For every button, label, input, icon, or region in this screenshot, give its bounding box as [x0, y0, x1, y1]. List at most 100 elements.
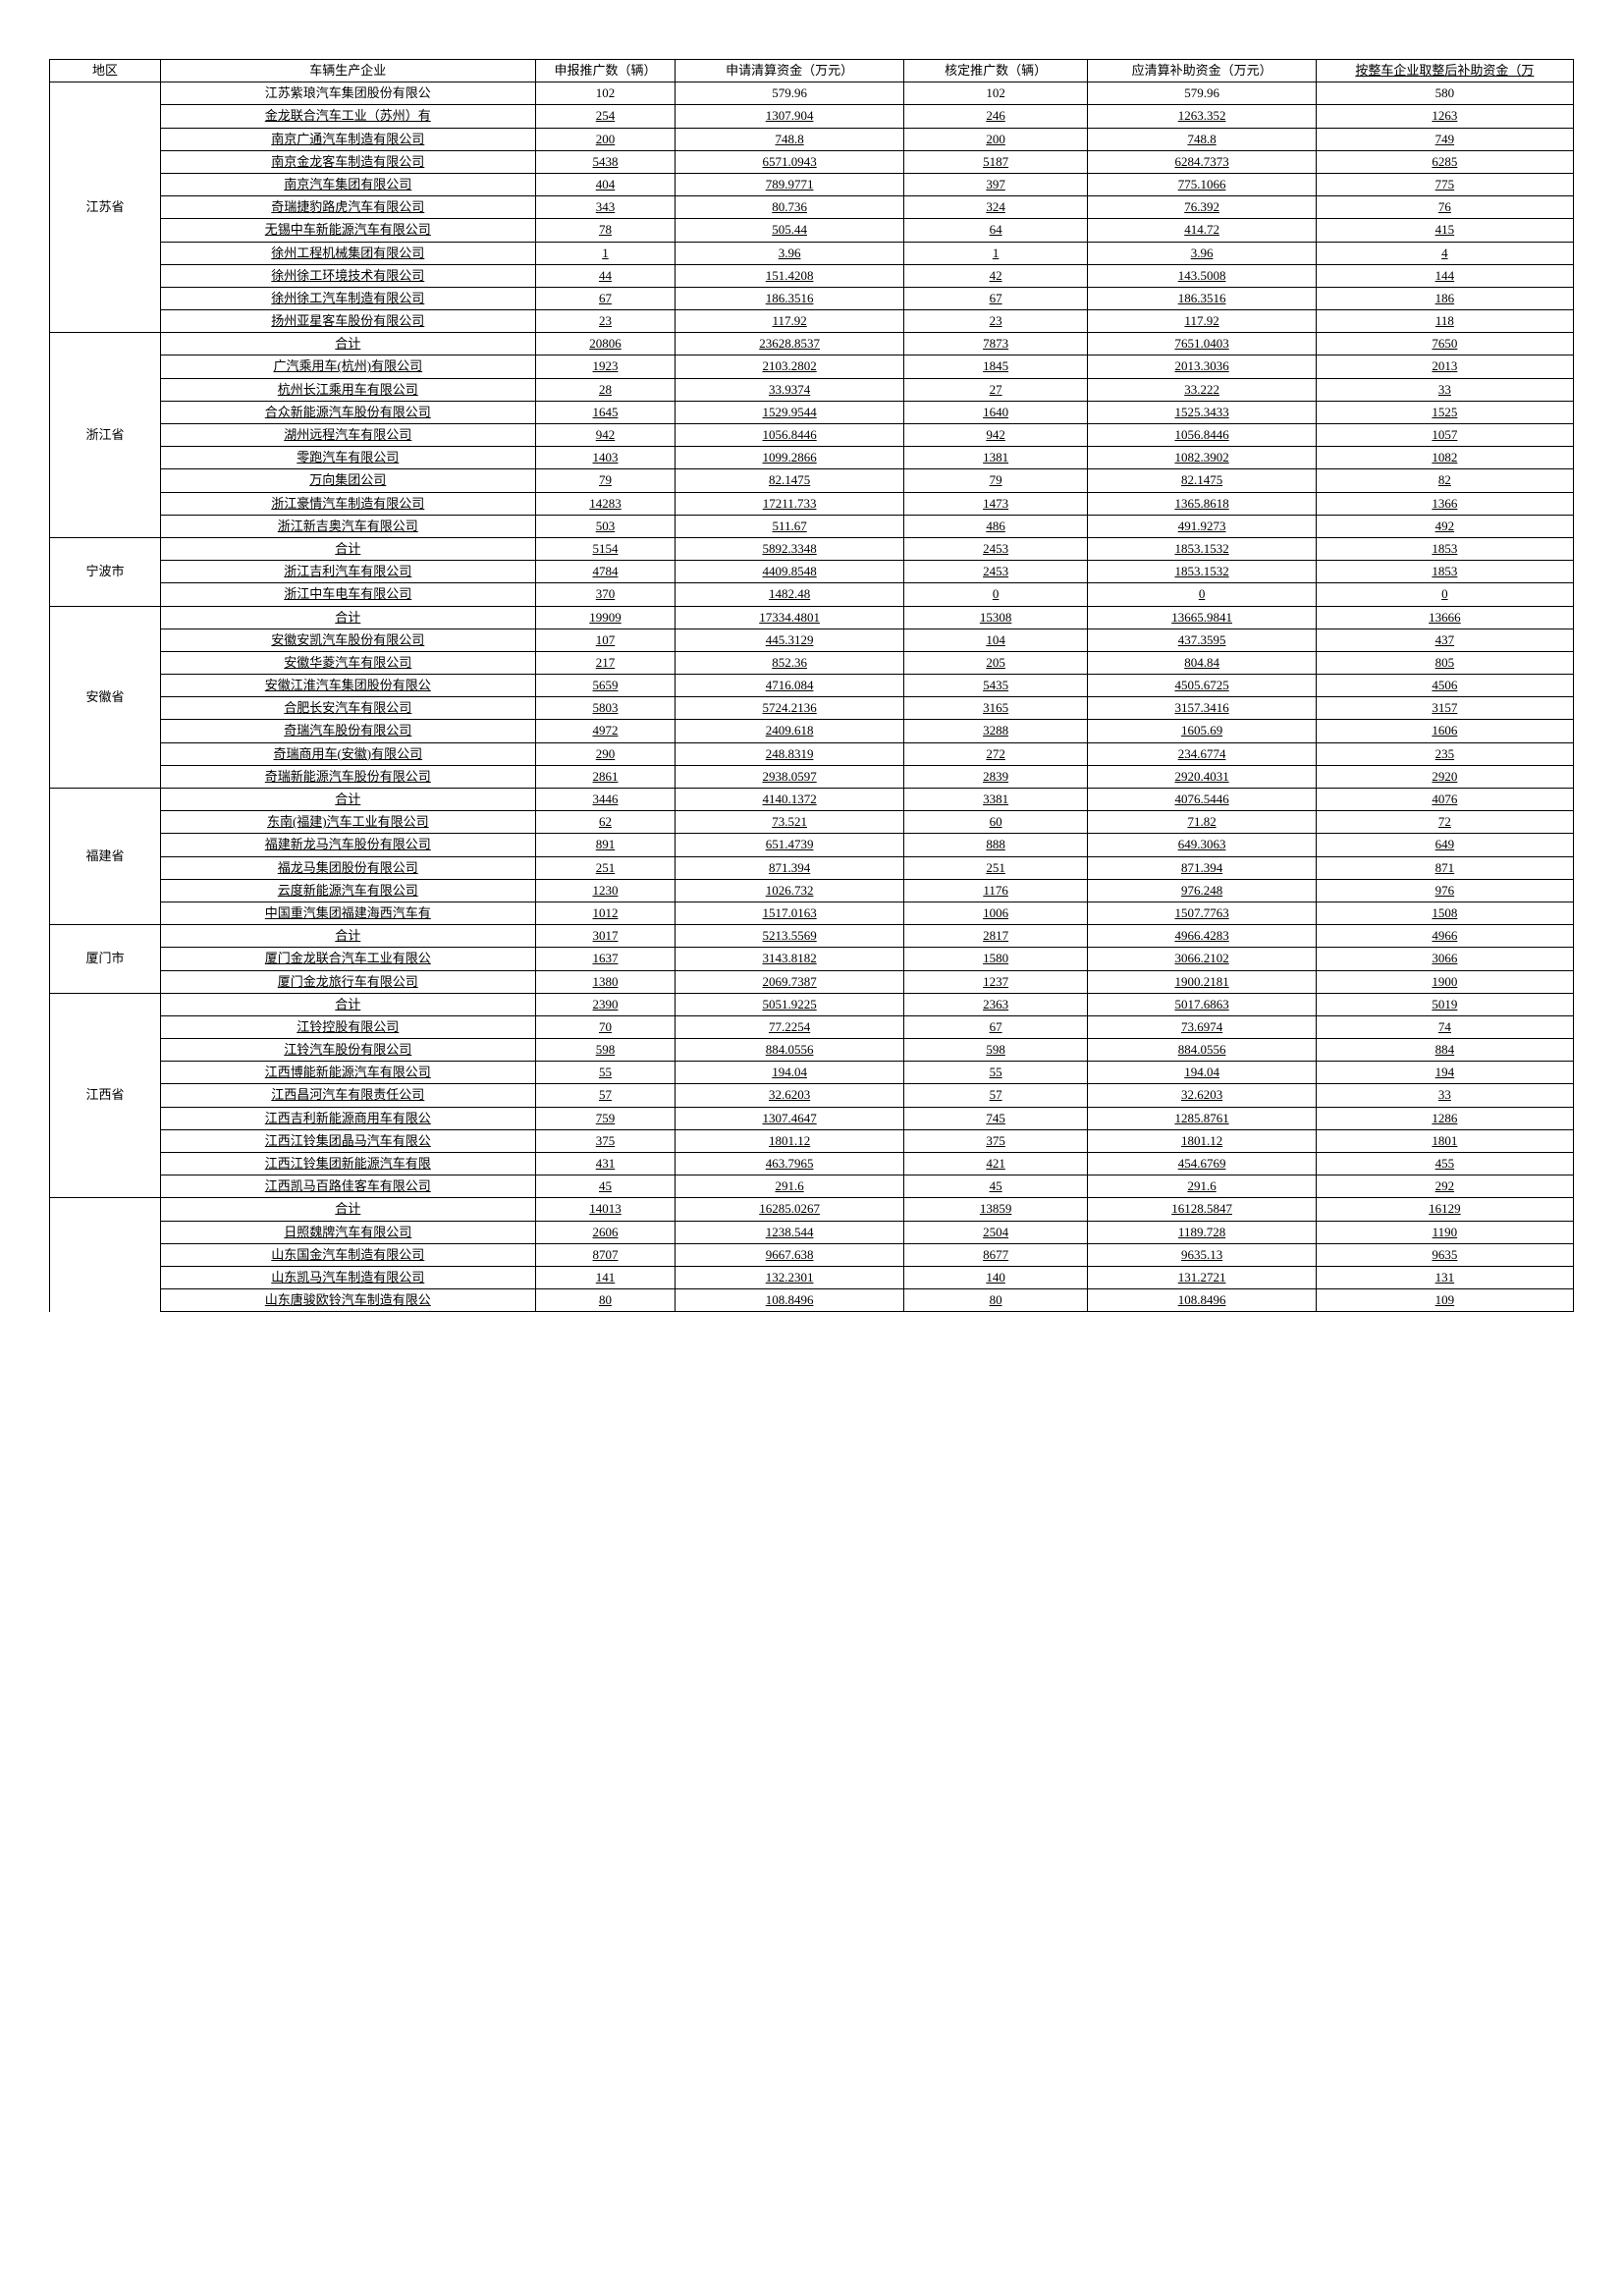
- region-cell: 浙江省: [50, 333, 161, 538]
- approved-cell: 42: [903, 264, 1088, 287]
- subsidy-cell: 4505.6725: [1088, 675, 1316, 697]
- rounded-cell: 33: [1316, 1084, 1573, 1107]
- declared-cell: 2606: [535, 1221, 676, 1243]
- approved-cell: 486: [903, 515, 1088, 537]
- declared-cell: 5154: [535, 537, 676, 560]
- company-cell: 合肥长安汽车有限公司: [161, 697, 536, 720]
- rounded-cell: 1853: [1316, 537, 1573, 560]
- approved-cell: 1381: [903, 447, 1088, 469]
- rounded-cell: 1900: [1316, 970, 1573, 993]
- table-row: 杭州长江乘用车有限公司2833.93742733.22233: [50, 378, 1574, 401]
- rounded-cell: 1606: [1316, 720, 1573, 742]
- applied-cell: 194.04: [676, 1062, 903, 1084]
- region-cell: 厦门市: [50, 925, 161, 994]
- approved-cell: 205: [903, 651, 1088, 674]
- header-applied: 申请清算资金（万元）: [676, 60, 903, 82]
- approved-cell: 2817: [903, 925, 1088, 948]
- subsidy-cell: 2920.4031: [1088, 765, 1316, 788]
- declared-cell: 5803: [535, 697, 676, 720]
- subsidy-cell: 976.248: [1088, 879, 1316, 902]
- company-cell: 奇瑞汽车股份有限公司: [161, 720, 536, 742]
- declared-cell: 1230: [535, 879, 676, 902]
- rounded-cell: 2920: [1316, 765, 1573, 788]
- subsidy-cell: 186.3516: [1088, 287, 1316, 309]
- company-cell: 南京汽车集团有限公司: [161, 173, 536, 195]
- declared-cell: 891: [535, 834, 676, 856]
- rounded-cell: 580: [1316, 82, 1573, 105]
- subsidy-cell: 234.6774: [1088, 742, 1316, 765]
- approved-cell: 1237: [903, 970, 1088, 993]
- company-cell: 扬州亚星客车股份有限公司: [161, 310, 536, 333]
- declared-cell: 3446: [535, 789, 676, 811]
- header-rounded: 按整车企业取整后补助资金（万: [1316, 60, 1573, 82]
- company-cell: 浙江吉利汽车有限公司: [161, 561, 536, 583]
- table-row: 南京广通汽车制造有限公司200748.8200748.8749: [50, 128, 1574, 150]
- table-row: 中国重汽集团福建海西汽车有10121517.016310061507.77631…: [50, 902, 1574, 924]
- table-row: 山东国金汽车制造有限公司87079667.63886779635.139635: [50, 1243, 1574, 1266]
- rounded-cell: 492: [1316, 515, 1573, 537]
- rounded-cell: 749: [1316, 128, 1573, 150]
- declared-cell: 1645: [535, 401, 676, 423]
- table-row: 合计1401316285.02671385916128.584716129: [50, 1198, 1574, 1221]
- company-cell: 江西凯马百路佳客车有限公司: [161, 1175, 536, 1198]
- table-row: 浙江吉利汽车有限公司47844409.854824531853.15321853: [50, 561, 1574, 583]
- applied-cell: 579.96: [676, 82, 903, 105]
- applied-cell: 3143.8182: [676, 948, 903, 970]
- table-row: 江铃控股有限公司7077.22546773.697474: [50, 1015, 1574, 1038]
- company-cell: 安徽安凯汽车股份有限公司: [161, 629, 536, 651]
- company-cell: 厦门金龙旅行车有限公司: [161, 970, 536, 993]
- header-subsidy: 应清算补助资金（万元）: [1088, 60, 1316, 82]
- approved-cell: 102: [903, 82, 1088, 105]
- declared-cell: 1: [535, 242, 676, 264]
- table-row: 南京汽车集团有限公司404789.9771397775.1066775: [50, 173, 1574, 195]
- rounded-cell: 1057: [1316, 424, 1573, 447]
- applied-cell: 23628.8537: [676, 333, 903, 355]
- table-row: 江苏省江苏紫琅汽车集团股份有限公102579.96102579.96580: [50, 82, 1574, 105]
- company-cell: 江西江铃集团新能源汽车有限: [161, 1153, 536, 1175]
- declared-cell: 70: [535, 1015, 676, 1038]
- declared-cell: 5438: [535, 150, 676, 173]
- table-row: 云度新能源汽车有限公司12301026.7321176976.248976: [50, 879, 1574, 902]
- rounded-cell: 9635: [1316, 1243, 1573, 1266]
- region-cell: 安徽省: [50, 606, 161, 789]
- subsidy-cell: 1285.8761: [1088, 1107, 1316, 1129]
- applied-cell: 651.4739: [676, 834, 903, 856]
- subsidy-cell: 73.6974: [1088, 1015, 1316, 1038]
- rounded-cell: 33: [1316, 378, 1573, 401]
- applied-cell: 6571.0943: [676, 150, 903, 173]
- table-row: 厦门市合计30175213.556928174966.42834966: [50, 925, 1574, 948]
- table-row: 南京金龙客车制造有限公司54386571.094351876284.737362…: [50, 150, 1574, 173]
- rounded-cell: 5019: [1316, 993, 1573, 1015]
- table-row: 宁波市合计51545892.334824531853.15321853: [50, 537, 1574, 560]
- subsidy-cell: 649.3063: [1088, 834, 1316, 856]
- table-row: 奇瑞新能源汽车股份有限公司28612938.059728392920.40312…: [50, 765, 1574, 788]
- applied-cell: 463.7965: [676, 1153, 903, 1175]
- approved-cell: 140: [903, 1266, 1088, 1288]
- subsidy-cell: 491.9273: [1088, 515, 1316, 537]
- approved-cell: 27: [903, 378, 1088, 401]
- applied-cell: 108.8496: [676, 1289, 903, 1312]
- approved-cell: 67: [903, 1015, 1088, 1038]
- applied-cell: 5724.2136: [676, 697, 903, 720]
- subsidy-cell: 13665.9841: [1088, 606, 1316, 629]
- rounded-cell: 0: [1316, 583, 1573, 606]
- table-row: 日照魏牌汽车有限公司26061238.54425041189.7281190: [50, 1221, 1574, 1243]
- company-cell: 厦门金龙联合汽车工业有限公: [161, 948, 536, 970]
- subsidy-cell: 7651.0403: [1088, 333, 1316, 355]
- rounded-cell: 6285: [1316, 150, 1573, 173]
- applied-cell: 4716.084: [676, 675, 903, 697]
- approved-cell: 55: [903, 1062, 1088, 1084]
- applied-cell: 445.3129: [676, 629, 903, 651]
- declared-cell: 503: [535, 515, 676, 537]
- applied-cell: 117.92: [676, 310, 903, 333]
- approved-cell: 598: [903, 1039, 1088, 1062]
- company-cell: 徐州徐工环境技术有限公司: [161, 264, 536, 287]
- rounded-cell: 1853: [1316, 561, 1573, 583]
- rounded-cell: 74: [1316, 1015, 1573, 1038]
- approved-cell: 888: [903, 834, 1088, 856]
- subsidy-cell: 108.8496: [1088, 1289, 1316, 1312]
- approved-cell: 1580: [903, 948, 1088, 970]
- applied-cell: 82.1475: [676, 469, 903, 492]
- declared-cell: 2861: [535, 765, 676, 788]
- table-row: 江西昌河汽车有限责任公司5732.62035732.620333: [50, 1084, 1574, 1107]
